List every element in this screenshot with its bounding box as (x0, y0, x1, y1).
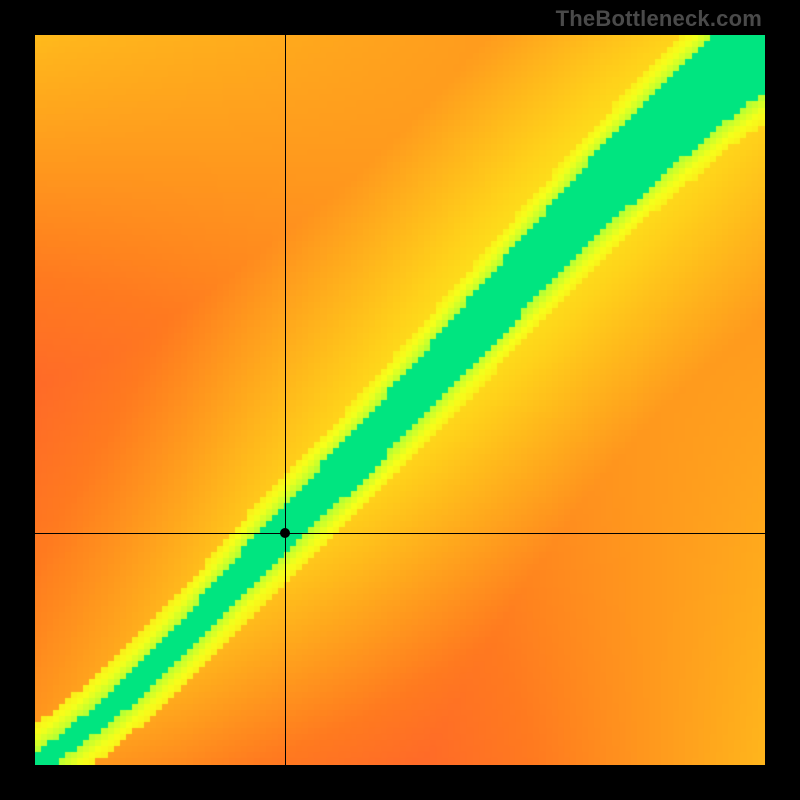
heatmap-canvas (35, 35, 765, 765)
data-point-marker (280, 528, 290, 538)
watermark-text: TheBottleneck.com (556, 6, 762, 32)
crosshair-vertical (285, 35, 286, 765)
heatmap-plot (35, 35, 765, 765)
chart-frame: TheBottleneck.com (0, 0, 800, 800)
crosshair-horizontal (35, 533, 765, 534)
